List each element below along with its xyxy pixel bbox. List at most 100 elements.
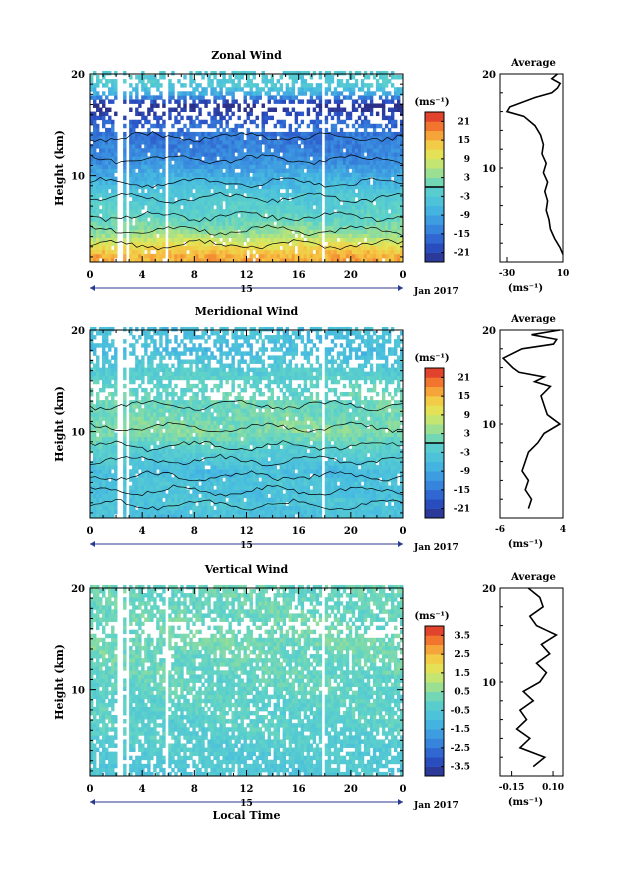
heatmap-cell [108,400,112,405]
heatmap-cell [255,249,259,255]
heatmap-cell [390,131,395,137]
heatmap-cell [93,111,97,117]
heatmap-cell [342,217,347,222]
heatmap-cell [102,416,106,421]
heatmap-cell [222,180,226,186]
heatmap-cell [201,253,205,259]
heatmap-cell [267,152,271,157]
heatmap-cell [252,172,256,178]
heatmap-cell [105,237,109,243]
heatmap-cell [129,209,133,214]
heatmap-cell [135,363,139,368]
heatmap-cell [249,213,253,218]
heatmap-cell [129,457,133,462]
heatmap-cell [294,70,299,76]
heatmap-cell [234,123,238,129]
heatmap-cell [297,87,302,92]
heatmap-cell [192,241,196,247]
heatmap-cell [225,205,229,210]
heatmap-cell [255,180,259,186]
heatmap-cell [204,229,208,234]
heatmap-cell [216,127,220,133]
heatmap-cell [390,233,395,239]
heatmap-cell [159,513,163,519]
heatmap-cell [108,440,112,446]
heatmap-cell [399,229,404,234]
heatmap-cell [111,213,115,218]
heatmap-cell [375,160,380,165]
heatmap-cell [255,168,259,173]
heatmap-cell [216,95,220,100]
heatmap-cell [216,152,220,157]
heatmap-cell [138,477,142,482]
heatmap-cell [174,509,178,515]
heatmap-cell [159,176,163,182]
heatmap-cell [384,168,389,173]
heatmap-cell [183,209,187,214]
heatmap-cell [90,217,94,222]
heatmap-cell [99,201,103,206]
heatmap-cell [384,209,389,214]
heatmap-cell [135,387,139,393]
heatmap-cell [99,444,103,450]
heatmap-cell [378,131,383,137]
heatmap-cell [255,135,259,141]
heatmap-cell [246,144,250,149]
heatmap-cell [243,172,247,178]
heatmap-cell [96,448,100,454]
heatmap-cell [183,135,187,141]
heatmap-cell [243,70,247,76]
heatmap-cell [297,111,302,117]
heatmap-cell [90,201,94,206]
heatmap-cell [204,257,208,263]
heatmap-cell [105,477,109,482]
heatmap-cell [153,404,157,409]
heatmap-cell [123,188,127,194]
heatmap-cell [309,131,314,137]
heatmap-cell [99,245,103,251]
heatmap-cell [231,205,235,210]
heatmap-cell [135,420,139,425]
heatmap-cell [195,83,199,88]
heatmap-cell [96,83,100,88]
heatmap-cell [327,225,332,230]
heatmap-cell [279,99,284,104]
heatmap-cell [291,213,296,218]
heatmap-cell [102,383,106,389]
heatmap-cell [390,205,395,210]
heatmap-cell [99,237,103,243]
heatmap-cell [123,225,127,230]
heatmap-cell [306,148,311,153]
heatmap-cell [135,448,139,454]
heatmap-cell [162,70,166,76]
heatmap-cell [255,233,259,239]
heatmap-cell [381,196,386,202]
heatmap-cell [192,135,196,141]
heatmap-cell [216,164,220,169]
heatmap-cell [279,205,284,210]
heatmap-cell [330,176,335,182]
x-tick-label: 0 [87,270,94,281]
heatmap-cell [354,249,359,255]
heatmap-cell [189,75,193,80]
heatmap-cell [168,513,172,519]
heatmap-cell [114,497,118,503]
heatmap-cell [216,249,220,255]
heatmap-cell [390,245,395,251]
heatmap-cell [105,436,109,442]
heatmap-cell [396,140,401,145]
heatmap-cell [372,172,377,178]
heatmap-cell [243,209,247,214]
heatmap-cell [294,205,299,210]
heatmap-cell [96,233,100,239]
heatmap-cell [168,209,172,214]
heatmap-cell [327,229,332,234]
colorbar-swatch [425,205,444,216]
heatmap-cell [246,83,250,88]
heatmap-cell [228,144,232,149]
heatmap-cell [351,83,356,88]
heatmap-cell [354,140,359,145]
heatmap-cell [150,485,154,490]
heatmap-cell [165,497,169,503]
heatmap-cell [180,241,184,247]
